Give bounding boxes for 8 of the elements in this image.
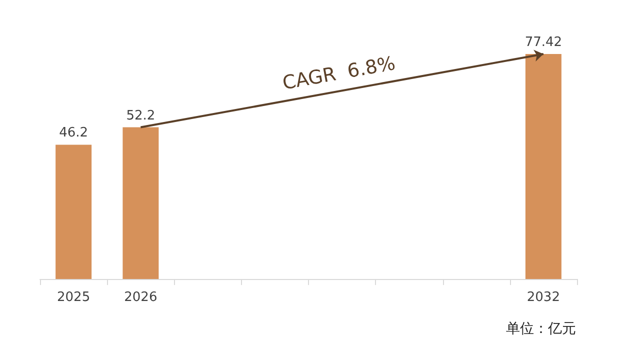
annotation: CAGR 6.8% <box>280 52 398 94</box>
x-tick-label: 2026 <box>124 290 158 305</box>
text: 单位：亿元 <box>506 321 576 337</box>
data-label: 77.42 <box>524 35 562 50</box>
x-tick-label: 2025 <box>57 290 90 305</box>
data-label: 52.2 <box>126 108 156 124</box>
x-tick-label: 2032 <box>526 290 560 305</box>
data-label: 46.2 <box>59 126 88 141</box>
